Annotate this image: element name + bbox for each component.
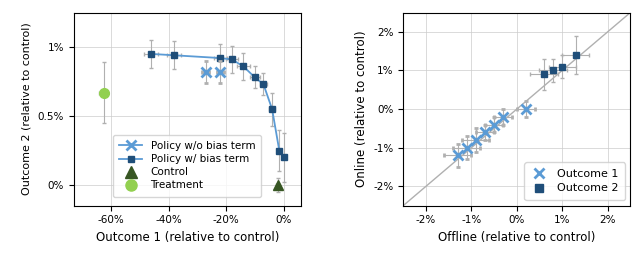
- X-axis label: Offline (relative to control): Offline (relative to control): [438, 231, 595, 244]
- X-axis label: Outcome 1 (relative to control): Outcome 1 (relative to control): [95, 231, 279, 244]
- Legend: Outcome 1, Outcome 2: Outcome 1, Outcome 2: [524, 162, 625, 200]
- Legend: Policy w/o bias term, Policy w/ bias term, Control, Treatment: Policy w/o bias term, Policy w/ bias ter…: [113, 135, 261, 197]
- Y-axis label: Outcome 2 (relative to control): Outcome 2 (relative to control): [22, 23, 32, 195]
- Y-axis label: Online (relative to control): Online (relative to control): [355, 31, 367, 187]
